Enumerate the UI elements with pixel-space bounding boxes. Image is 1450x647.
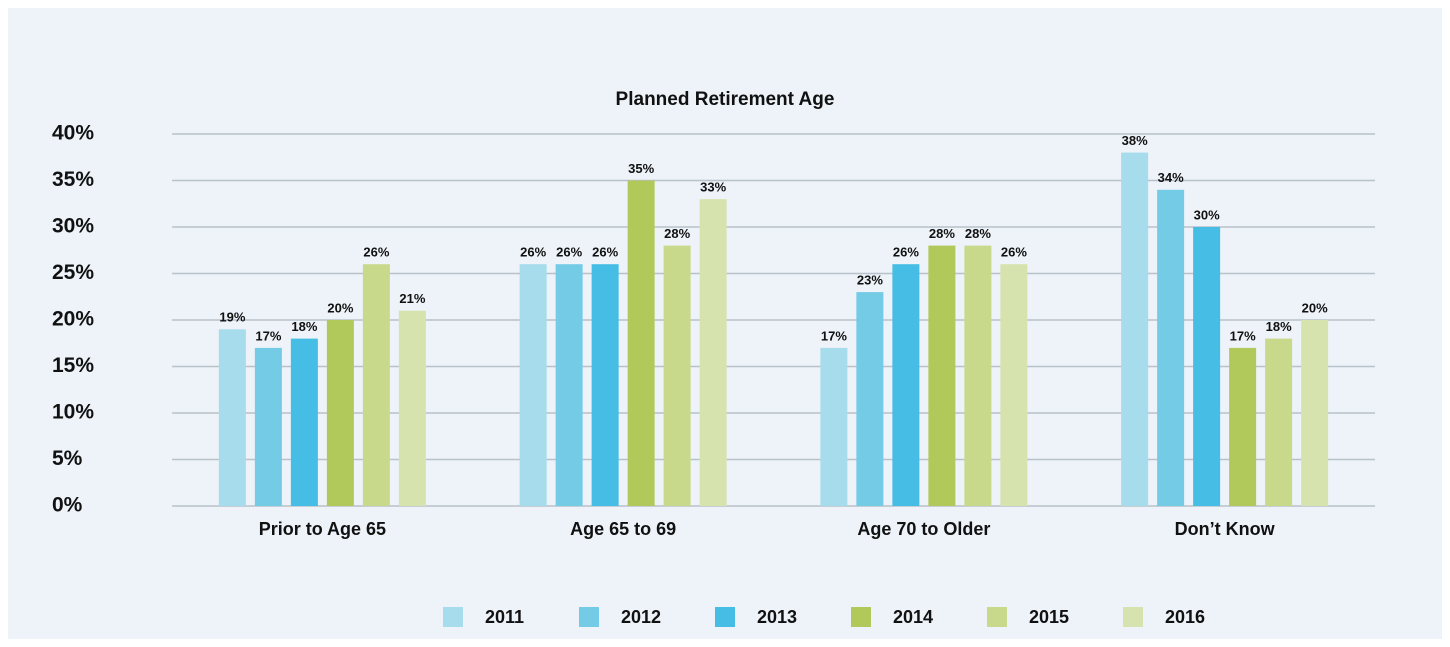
bar	[856, 292, 884, 506]
bar	[254, 347, 282, 506]
legend-label: 2015	[1029, 607, 1069, 627]
bar	[398, 310, 426, 506]
bar	[663, 245, 691, 506]
value-label: 28%	[965, 226, 991, 241]
value-label: 21%	[399, 291, 425, 306]
y-tick-label: 40%	[52, 122, 94, 145]
y-tick-label: 0%	[52, 494, 83, 517]
bar	[218, 329, 246, 506]
x-tick-label: Age 65 to 69	[570, 519, 676, 539]
value-label: 26%	[893, 245, 919, 260]
bar	[519, 264, 547, 506]
legend-swatch	[715, 607, 735, 627]
bar	[1265, 338, 1293, 506]
value-label: 26%	[556, 245, 582, 260]
value-label: 17%	[255, 328, 281, 343]
value-label: 33%	[700, 180, 726, 195]
y-tick-label: 30%	[52, 215, 94, 238]
value-label: 34%	[1158, 170, 1184, 185]
legend-swatch	[579, 607, 599, 627]
value-label: 26%	[520, 245, 546, 260]
value-label: 38%	[1122, 133, 1148, 148]
bar	[290, 338, 318, 506]
legend-swatch	[987, 607, 1007, 627]
legend-swatch	[443, 607, 463, 627]
value-label: 19%	[219, 310, 245, 325]
bar	[1301, 320, 1329, 506]
legend-label: 2014	[893, 607, 933, 627]
bar	[964, 245, 992, 506]
bar	[1157, 189, 1185, 507]
legend-label: 2012	[621, 607, 661, 627]
bar	[362, 264, 390, 506]
y-tick-label: 20%	[52, 308, 94, 331]
legend-label: 2016	[1165, 607, 1205, 627]
value-label: 20%	[1302, 300, 1328, 315]
bar	[928, 245, 956, 506]
y-tick-label: 35%	[52, 168, 94, 191]
bar	[820, 347, 848, 506]
value-label: 26%	[592, 245, 618, 260]
value-label: 35%	[628, 161, 654, 176]
legend-label: 2011	[485, 607, 524, 627]
y-tick-label: 10%	[52, 401, 94, 424]
legend-swatch	[1123, 607, 1143, 627]
x-tick-label: Don’t Know	[1175, 519, 1276, 539]
y-tick-label: 25%	[52, 261, 94, 284]
value-label: 23%	[857, 273, 883, 288]
value-label: 17%	[1230, 328, 1256, 343]
legend-swatch	[851, 607, 871, 627]
x-tick-label: Age 70 to Older	[857, 519, 990, 539]
value-label: 18%	[291, 319, 317, 334]
legend-label: 2013	[757, 607, 797, 627]
bar	[1121, 152, 1149, 506]
value-label: 26%	[363, 245, 389, 260]
value-label: 20%	[327, 300, 353, 315]
value-label: 18%	[1266, 319, 1292, 334]
chart-title: Planned Retirement Age	[616, 89, 835, 110]
bar	[1193, 227, 1221, 506]
bar	[627, 180, 655, 506]
value-label: 17%	[821, 328, 847, 343]
bar	[326, 320, 354, 506]
bar	[892, 264, 920, 506]
bar	[699, 199, 727, 506]
y-tick-label: 5%	[52, 447, 83, 470]
y-tick-label: 15%	[52, 354, 94, 377]
value-label: 28%	[929, 226, 955, 241]
x-tick-label: Prior to Age 65	[259, 519, 386, 539]
value-label: 26%	[1001, 245, 1027, 260]
bar	[1229, 347, 1257, 506]
value-label: 28%	[664, 226, 690, 241]
value-label: 30%	[1194, 207, 1220, 222]
bar	[1000, 264, 1028, 506]
bar	[555, 264, 583, 506]
bar	[591, 264, 619, 506]
